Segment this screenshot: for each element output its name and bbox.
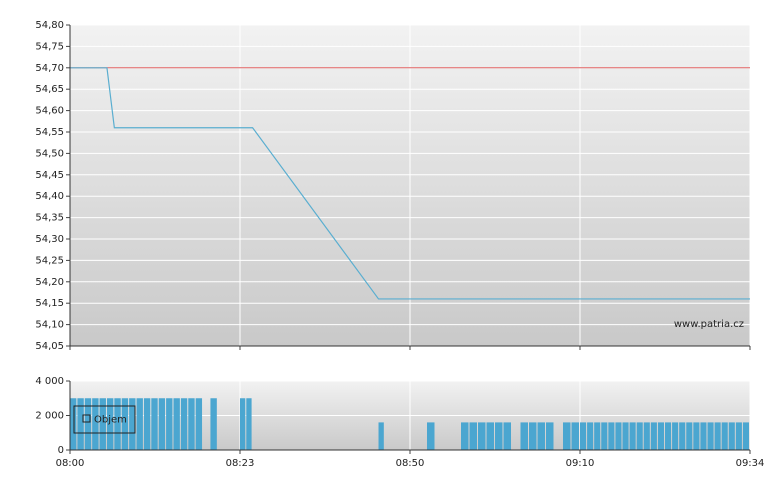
price-line (70, 67, 750, 300)
y-tick-label: 54,75 (35, 41, 64, 52)
volume-bar (77, 398, 84, 450)
volume-bar (672, 422, 679, 450)
volume-bar (106, 398, 114, 450)
x-tick-label: 09:10 (566, 458, 595, 469)
volume-bar (121, 398, 129, 450)
y-tick-label: 54,30 (35, 234, 64, 245)
volume-bar (240, 398, 246, 450)
volume-bar (571, 422, 579, 450)
y-tick-label: 54,65 (35, 84, 64, 95)
volume-bar (188, 398, 195, 450)
volume-bar (129, 398, 136, 450)
y-tick-label: 54,60 (35, 106, 64, 117)
volume-bar (503, 422, 511, 450)
volume-bar (210, 398, 217, 450)
y-tick-label: 0 (58, 445, 64, 456)
volume-bar (707, 422, 714, 450)
volume-bar (679, 422, 686, 450)
y-tick-label: 2 000 (35, 411, 64, 422)
volume-bar (143, 398, 151, 450)
volume-bar (636, 422, 643, 450)
volume-bar (158, 398, 166, 450)
volume-bar (529, 422, 537, 450)
volume-bar (643, 422, 650, 450)
volume-bar (700, 422, 707, 450)
y-tick-label: 54,20 (35, 277, 64, 288)
y-tick-label: 54,40 (35, 191, 64, 202)
volume-bar (136, 398, 143, 450)
volume-bar (693, 422, 700, 450)
legend-swatch (82, 414, 91, 423)
volume-bar (657, 422, 664, 450)
volume-bar (615, 422, 622, 450)
volume-bar (714, 422, 721, 450)
volume-bar (721, 422, 728, 450)
volume-bar (520, 422, 528, 450)
volume-bar (478, 422, 486, 450)
y-tick-label: 54,55 (35, 127, 64, 138)
volume-bar (735, 422, 742, 450)
x-tick-label: 08:50 (396, 458, 425, 469)
y-tick-label: 54,80 (35, 20, 64, 31)
volume-bar (650, 422, 657, 450)
y-tick-label: 54,10 (35, 320, 64, 331)
watermark: www.patria.cz (674, 319, 744, 330)
volume-bar (728, 422, 735, 450)
volume-bar (461, 422, 469, 450)
volume-bar (70, 398, 77, 450)
volume-bar (629, 422, 636, 450)
y-tick-label: 54,05 (35, 341, 64, 352)
volume-bar (601, 422, 608, 450)
x-tick-label: 09:34 (736, 458, 765, 469)
volume-bar (580, 422, 587, 450)
volume-bar (114, 398, 121, 450)
legend-box (73, 405, 136, 434)
volume-bar (587, 422, 594, 450)
volume-bar (195, 398, 203, 450)
y-tick-label: 54,35 (35, 213, 64, 224)
y-tick-label: 54,25 (35, 255, 64, 266)
y-tick-label: 4 000 (35, 376, 64, 387)
volume-bar (166, 398, 173, 450)
volume-bar (92, 398, 99, 450)
volume-bar (665, 422, 672, 450)
x-tick-label: 08:00 (56, 458, 85, 469)
volume-bar (99, 398, 106, 450)
volume-bar (546, 422, 554, 450)
volume-bar (742, 422, 749, 450)
y-tick-label: 54,50 (35, 148, 64, 159)
volume-bar (608, 422, 615, 450)
volume-bar (84, 398, 92, 450)
volume-bar (173, 398, 180, 450)
y-tick-label: 54,15 (35, 298, 64, 309)
legend-label: Objem (94, 415, 127, 426)
volume-bar (180, 398, 188, 450)
volume-bar (622, 422, 629, 450)
volume-bar (537, 422, 545, 450)
volume-bar (427, 422, 435, 450)
volume-bar (151, 398, 158, 450)
volume-bar (469, 422, 477, 450)
y-tick-label: 54,70 (35, 63, 64, 74)
volume-bar (486, 422, 494, 450)
volume-bar (246, 398, 252, 450)
x-tick-label: 08:23 (226, 458, 255, 469)
volume-bar (686, 422, 693, 450)
volume-bar (594, 422, 601, 450)
y-tick-label: 54,45 (35, 170, 64, 181)
volume-bar (563, 422, 571, 450)
volume-bar (378, 422, 384, 450)
volume-bar (495, 422, 503, 450)
